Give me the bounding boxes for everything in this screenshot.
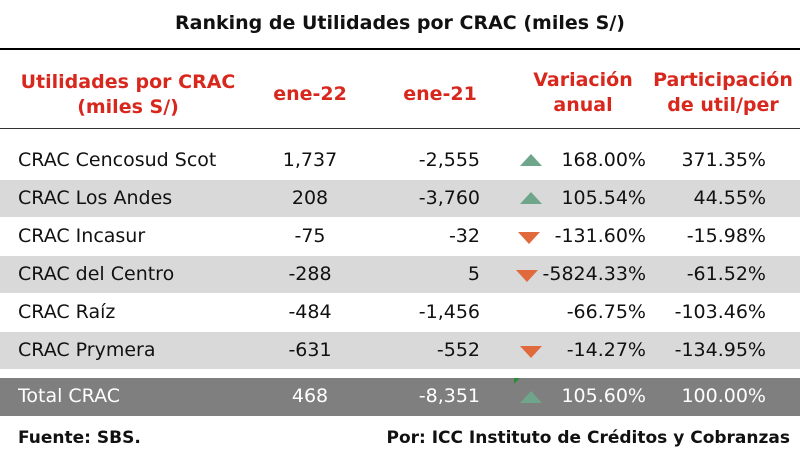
row-ene21: -32 [448, 225, 480, 247]
row-ene22: -75 [294, 225, 326, 247]
cell-marker-icon [514, 378, 520, 384]
header-name-line1: Utilidades por CRAC [20, 71, 236, 93]
row-ene21: -2,555 [418, 149, 480, 171]
header-variation: Variación anual [518, 68, 648, 118]
row-ene22: 208 [291, 187, 329, 209]
header-variation-line1: Variación [533, 69, 633, 91]
header-name-line2: (miles S/) [77, 96, 179, 118]
row-participation: 44.55% [693, 187, 766, 209]
header-participation-line2: de util/per [667, 94, 779, 116]
total-ene22: 468 [291, 385, 329, 407]
header-participation: Participación de util/per [648, 68, 798, 118]
row-name: CRAC Incasur [18, 225, 146, 247]
row-ene21: -3,760 [418, 187, 480, 209]
table-row: CRAC Incasur -75 -32 -131.60% -15.98% [0, 218, 800, 255]
total-variation: 105.60% [561, 385, 646, 407]
table-row: CRAC Prymera -631 -552 -14.27% -134.95% [0, 332, 800, 369]
table-row: CRAC Los Andes 208 -3,760 105.54% 44.55% [0, 180, 800, 217]
table-title: Ranking de Utilidades por CRAC (miles S/… [175, 12, 625, 34]
total-ene21: -8,351 [418, 385, 480, 407]
row-variation: -5824.33% [542, 263, 646, 285]
row-ene22: -288 [288, 263, 332, 285]
header-ene21: ene-21 [392, 82, 488, 107]
row-name: CRAC Raíz [18, 301, 116, 323]
table-row: CRAC Raíz -484 -1,456 -66.75% -103.46% [0, 294, 800, 331]
row-name: CRAC Cencosud Scot [18, 149, 217, 171]
row-ene21: 5 [467, 263, 480, 285]
header-ene22: ene-22 [262, 82, 358, 107]
row-participation: -134.95% [674, 339, 766, 361]
author-note: Por: ICC Instituto de Créditos y Cobranz… [386, 428, 790, 448]
row-variation: -14.27% [566, 339, 646, 361]
row-participation: -103.46% [674, 301, 766, 323]
header-ene22-label: ene-22 [273, 83, 347, 105]
table-row: CRAC del Centro -288 5 -5824.33% -61.52% [0, 256, 800, 293]
header-bottom-rule [0, 128, 800, 129]
row-participation: -15.98% [686, 225, 766, 247]
row-ene22: -484 [288, 301, 332, 323]
row-name: CRAC Los Andes [18, 187, 173, 209]
header-name: Utilidades por CRAC (miles S/) [14, 70, 242, 120]
arrow-up-icon [520, 192, 542, 204]
source-note: Fuente: SBS. [18, 428, 141, 448]
arrow-down-icon [520, 346, 542, 358]
arrow-up-icon [520, 391, 542, 403]
row-name: CRAC Prymera [18, 339, 156, 361]
row-participation: 371.35% [681, 149, 766, 171]
header-ene21-label: ene-21 [403, 83, 477, 105]
total-name: Total CRAC [18, 385, 121, 407]
arrow-down-icon [516, 270, 538, 282]
row-ene21: -552 [436, 339, 480, 361]
row-ene21: -1,456 [418, 301, 480, 323]
row-variation: -131.60% [554, 225, 646, 247]
row-ene22: 1,737 [282, 149, 338, 171]
row-name: CRAC del Centro [18, 263, 175, 285]
row-participation: -61.52% [686, 263, 766, 285]
row-variation: -66.75% [566, 301, 646, 323]
header-variation-line2: anual [553, 94, 613, 116]
header-participation-line1: Participación [653, 69, 793, 91]
row-variation: 105.54% [561, 187, 646, 209]
row-variation: 168.00% [561, 149, 646, 171]
arrow-down-icon [518, 232, 540, 244]
table-row: CRAC Cencosud Scot 1,737 -2,555 168.00% … [0, 142, 800, 179]
arrow-up-icon [520, 154, 542, 166]
total-row: Total CRAC 468 -8,351 105.60% 100.00% [0, 378, 800, 416]
row-ene22: -631 [288, 339, 332, 361]
header-top-rule [0, 48, 800, 50]
total-participation: 100.00% [681, 385, 766, 407]
